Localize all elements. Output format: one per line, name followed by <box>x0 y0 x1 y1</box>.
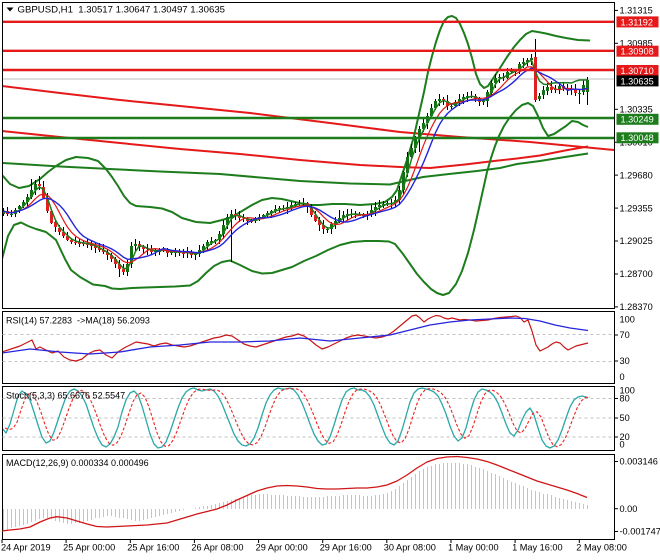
svg-text:0: 0 <box>620 372 625 382</box>
svg-text:25 Apr 00:00: 25 Apr 00:00 <box>63 543 115 553</box>
svg-text:1.29025: 1.29025 <box>620 236 653 246</box>
svg-text:1.30710: 1.30710 <box>621 66 654 76</box>
svg-text:1 May 00:00: 1 May 00:00 <box>448 543 499 553</box>
svg-text:29 Apr 00:00: 29 Apr 00:00 <box>256 543 308 553</box>
svg-text:1.30908: 1.30908 <box>621 47 654 57</box>
svg-text:0.003146: 0.003146 <box>620 457 658 467</box>
svg-text:1.31315: 1.31315 <box>620 6 653 16</box>
svg-text:70: 70 <box>620 330 630 340</box>
svg-text:1.29680: 1.29680 <box>620 170 653 180</box>
svg-text:1.29355: 1.29355 <box>620 203 653 213</box>
svg-text:1.30335: 1.30335 <box>620 105 653 115</box>
svg-text:1.31192: 1.31192 <box>621 17 654 27</box>
svg-text:0: 0 <box>620 440 625 450</box>
svg-text:26 Apr 08:00: 26 Apr 08:00 <box>191 543 243 553</box>
svg-text:1.28370: 1.28370 <box>620 302 653 312</box>
svg-text:Stoch(5,3,3) 65.6676 52.5547: Stoch(5,3,3) 65.6676 52.5547 <box>6 391 125 401</box>
svg-text:1 May 16:00: 1 May 16:00 <box>512 543 563 553</box>
svg-text:GBPUSD,H1 1.30517 1.30647 1.3: GBPUSD,H1 1.30517 1.30647 1.30497 1.3063… <box>18 5 226 16</box>
svg-text:1.28700: 1.28700 <box>620 269 653 279</box>
svg-text:1.30048: 1.30048 <box>621 133 654 143</box>
svg-text:100: 100 <box>620 315 635 325</box>
svg-text:50: 50 <box>620 413 630 423</box>
svg-text:30 Apr 08:00: 30 Apr 08:00 <box>384 543 436 553</box>
svg-text:-0.001747: -0.001747 <box>620 527 660 537</box>
svg-text:100: 100 <box>620 386 635 396</box>
svg-text:20: 20 <box>620 432 630 442</box>
svg-text:MACD(12,26,9) 0.000334 0.00049: MACD(12,26,9) 0.000334 0.000496 <box>6 458 149 468</box>
svg-text:1.30249: 1.30249 <box>621 115 654 125</box>
svg-text:1.30985: 1.30985 <box>620 39 653 49</box>
svg-text:30: 30 <box>620 356 630 366</box>
svg-text:29 Apr 16:00: 29 Apr 16:00 <box>320 543 372 553</box>
svg-text:RSI(14) 57.2283 ->MA(18) 56.2: RSI(14) 57.2283 ->MA(18) 56.2093 <box>6 316 150 326</box>
svg-text:24 Apr 2019: 24 Apr 2019 <box>1 543 51 553</box>
svg-text:80: 80 <box>620 394 630 404</box>
svg-text:1.30635: 1.30635 <box>621 76 654 86</box>
svg-text:25 Apr 16:00: 25 Apr 16:00 <box>127 543 179 553</box>
svg-text:2 May 08:00: 2 May 08:00 <box>576 543 627 553</box>
svg-text:0.00: 0.00 <box>620 504 638 514</box>
